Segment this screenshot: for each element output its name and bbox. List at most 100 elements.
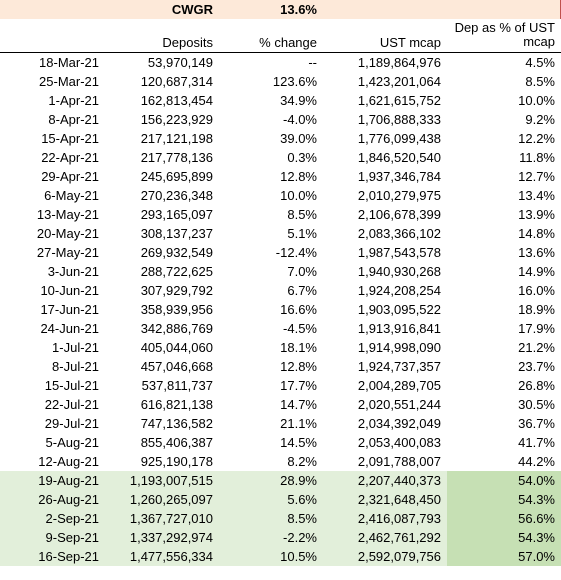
- cell-mcap: 1,846,520,540: [323, 148, 447, 167]
- cell-change: 123.6%: [219, 72, 323, 91]
- table-row: 5-Aug-21855,406,38714.5%2,053,400,08341.…: [0, 433, 561, 452]
- cell-change: --: [219, 52, 323, 72]
- cell-change: 12.8%: [219, 357, 323, 376]
- cell-deposits: 1,367,727,010: [105, 509, 219, 528]
- cell-pct: 14.8%: [447, 224, 561, 243]
- cell-pct: 54.3%: [447, 490, 561, 509]
- cell-date: 16-Sep-21: [0, 547, 105, 566]
- cell-deposits: 1,260,265,097: [105, 490, 219, 509]
- cell-change: 10.5%: [219, 547, 323, 566]
- cell-date: 24-Jun-21: [0, 319, 105, 338]
- cell-change: 6.7%: [219, 281, 323, 300]
- cell-deposits: 53,970,149: [105, 52, 219, 72]
- cell-pct: 54.0%: [447, 471, 561, 490]
- table-row: 3-Jun-21288,722,6257.0%1,940,930,26814.9…: [0, 262, 561, 281]
- cell-change: -12.4%: [219, 243, 323, 262]
- cell-deposits: 405,044,060: [105, 338, 219, 357]
- cell-mcap: 1,940,930,268: [323, 262, 447, 281]
- cell-pct: 44.2%: [447, 452, 561, 471]
- table-row: 16-Sep-211,477,556,33410.5%2,592,079,756…: [0, 547, 561, 566]
- cell-change: 21.1%: [219, 414, 323, 433]
- cwgr-value: 13.6%: [219, 0, 323, 19]
- cell-date: 19-Aug-21: [0, 471, 105, 490]
- cell-date: 13-May-21: [0, 205, 105, 224]
- cell-change: -4.0%: [219, 110, 323, 129]
- cell-mcap: 2,083,366,102: [323, 224, 447, 243]
- cell-pct: 12.7%: [447, 167, 561, 186]
- table-row: 2-Sep-211,367,727,0108.5%2,416,087,79356…: [0, 509, 561, 528]
- cell-deposits: 1,337,292,974: [105, 528, 219, 547]
- cell-deposits: 1,477,556,334: [105, 547, 219, 566]
- cell-pct: 26.8%: [447, 376, 561, 395]
- cwgr-label: CWGR: [105, 0, 219, 19]
- header-row: Deposits % change UST mcap Dep as % of U…: [0, 19, 561, 52]
- cell-pct: 13.9%: [447, 205, 561, 224]
- cell-change: 16.6%: [219, 300, 323, 319]
- table-row: 13-May-21293,165,0978.5%2,106,678,39913.…: [0, 205, 561, 224]
- cell-change: 8.5%: [219, 509, 323, 528]
- table-row: 8-Jul-21457,046,66812.8%1,924,737,35723.…: [0, 357, 561, 376]
- cell-deposits: 747,136,582: [105, 414, 219, 433]
- deposits-table: CWGR 13.6% Deposits % change UST mcap De…: [0, 0, 561, 566]
- cell-deposits: 288,722,625: [105, 262, 219, 281]
- cell-pct: 9.2%: [447, 110, 561, 129]
- cell-mcap: 1,621,615,752: [323, 91, 447, 110]
- table-row: 12-Aug-21925,190,1788.2%2,091,788,00744.…: [0, 452, 561, 471]
- cell-date: 10-Jun-21: [0, 281, 105, 300]
- cell-pct: 18.9%: [447, 300, 561, 319]
- cell-change: 8.2%: [219, 452, 323, 471]
- cell-mcap: 2,053,400,083: [323, 433, 447, 452]
- cell-deposits: 537,811,737: [105, 376, 219, 395]
- cell-mcap: 2,034,392,049: [323, 414, 447, 433]
- header-change: % change: [219, 19, 323, 52]
- cell-date: 20-May-21: [0, 224, 105, 243]
- cell-date: 25-Mar-21: [0, 72, 105, 91]
- cell-deposits: 269,932,549: [105, 243, 219, 262]
- header-mcap: UST mcap: [323, 19, 447, 52]
- cell-mcap: 1,423,201,064: [323, 72, 447, 91]
- cell-pct: 41.7%: [447, 433, 561, 452]
- table-row: 26-Aug-211,260,265,0975.6%2,321,648,4505…: [0, 490, 561, 509]
- cell-change: 39.0%: [219, 129, 323, 148]
- cell-pct: 57.0%: [447, 547, 561, 566]
- cell-mcap: 2,462,761,292: [323, 528, 447, 547]
- cell-pct: 12.2%: [447, 129, 561, 148]
- cell-mcap: 1,189,864,976: [323, 52, 447, 72]
- table-row: 10-Jun-21307,929,7926.7%1,924,208,25416.…: [0, 281, 561, 300]
- cell-date: 29-Apr-21: [0, 167, 105, 186]
- cell-pct: 56.6%: [447, 509, 561, 528]
- cell-change: 5.1%: [219, 224, 323, 243]
- cell-date: 12-Aug-21: [0, 452, 105, 471]
- cell-date: 26-Aug-21: [0, 490, 105, 509]
- table-row: 15-Apr-21217,121,19839.0%1,776,099,43812…: [0, 129, 561, 148]
- cell-date: 3-Jun-21: [0, 262, 105, 281]
- cell-mcap: 2,321,648,450: [323, 490, 447, 509]
- cell-deposits: 217,121,198: [105, 129, 219, 148]
- cell-mcap: 2,592,079,756: [323, 547, 447, 566]
- table-row: 22-Apr-21217,778,1360.3%1,846,520,54011.…: [0, 148, 561, 167]
- cell-change: 12.8%: [219, 167, 323, 186]
- cell-change: 14.7%: [219, 395, 323, 414]
- cell-date: 1-Apr-21: [0, 91, 105, 110]
- table-row: 1-Apr-21162,813,45434.9%1,621,615,75210.…: [0, 91, 561, 110]
- cell-mcap: 1,706,888,333: [323, 110, 447, 129]
- table-row: 6-May-21270,236,34810.0%2,010,279,97513.…: [0, 186, 561, 205]
- table-row: 8-Apr-21156,223,929-4.0%1,706,888,3339.2…: [0, 110, 561, 129]
- table-row: 24-Jun-21342,886,769-4.5%1,913,916,84117…: [0, 319, 561, 338]
- cell-mcap: 1,913,916,841: [323, 319, 447, 338]
- cell-deposits: 1,193,007,515: [105, 471, 219, 490]
- cell-deposits: 307,929,792: [105, 281, 219, 300]
- cell-pct: 30.5%: [447, 395, 561, 414]
- cell-deposits: 358,939,956: [105, 300, 219, 319]
- cell-date: 22-Jul-21: [0, 395, 105, 414]
- cell-deposits: 245,695,899: [105, 167, 219, 186]
- table-row: 1-Jul-21405,044,06018.1%1,914,998,09021.…: [0, 338, 561, 357]
- cell-date: 9-Sep-21: [0, 528, 105, 547]
- cell-change: 7.0%: [219, 262, 323, 281]
- cell-pct: 16.0%: [447, 281, 561, 300]
- cell-change: 18.1%: [219, 338, 323, 357]
- cell-deposits: 162,813,454: [105, 91, 219, 110]
- cell-mcap: 2,416,087,793: [323, 509, 447, 528]
- cell-deposits: 217,778,136: [105, 148, 219, 167]
- table-row: 15-Jul-21537,811,73717.7%2,004,289,70526…: [0, 376, 561, 395]
